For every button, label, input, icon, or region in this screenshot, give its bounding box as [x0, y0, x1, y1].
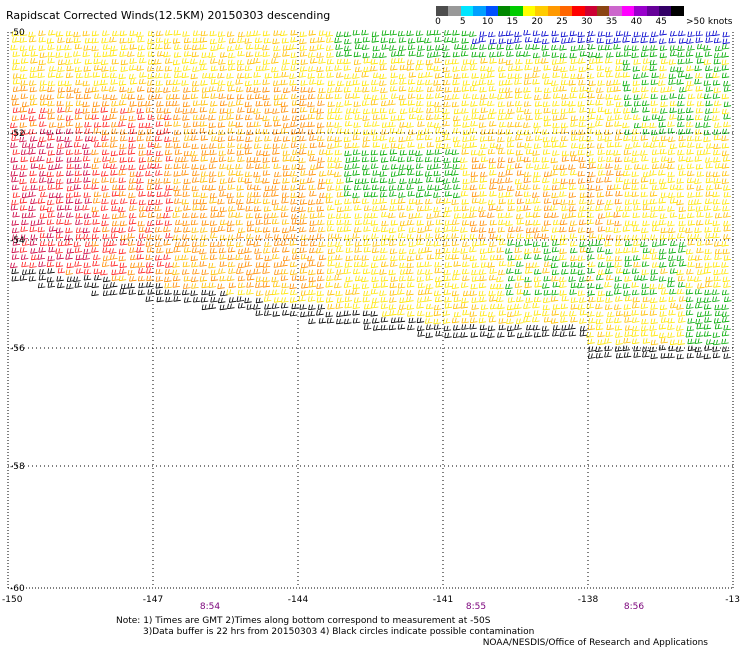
lon-label: -141	[433, 595, 453, 605]
legend-swatch	[597, 6, 610, 16]
legend-label: >50 knots	[686, 17, 733, 27]
legend-swatch	[572, 6, 585, 16]
legend-swatch	[559, 6, 573, 16]
wind-barb-group	[10, 128, 93, 269]
legend-label: 0	[435, 17, 441, 27]
footnotes: Note: 1) Times are GMT 2)Times along bot…	[116, 616, 534, 638]
legend-swatch	[547, 6, 560, 16]
legend-label: 35	[605, 17, 618, 27]
legend-swatch	[584, 6, 598, 16]
lon-label: -138	[578, 595, 599, 605]
wind-barb-group	[10, 107, 174, 276]
legend-swatch	[473, 6, 486, 16]
lat-label: -52	[10, 129, 25, 139]
footnote-line-1: Note: 1) Times are GMT 2)Times along bot…	[116, 616, 491, 626]
legend-swatch	[522, 6, 536, 16]
axis-labels: -50 -52 -54 -56 -58 -60-150 -147 -144 -141 -138 -1…	[2, 28, 740, 612]
legend-swatch	[646, 6, 660, 16]
legend-label: 20	[531, 17, 543, 27]
legend-swatch	[436, 6, 449, 16]
wind-speed-legend: 0 5 10 15 20 25 30 35 40 45 >50 knots	[435, 6, 733, 28]
lat-lon-grid	[7, 32, 734, 589]
wind-barb-group	[12, 30, 731, 346]
lon-label: -150	[2, 595, 23, 605]
legend-color-bar	[436, 6, 684, 16]
legend-label: 25	[556, 17, 568, 27]
time-label: 8:56	[624, 602, 644, 612]
map-title: Rapidscat Corrected Winds(12.5KM) 201503…	[6, 9, 331, 22]
legend-labels: 0 5 10 15 20 25 30 35 40 45 >50 knots	[435, 16, 732, 28]
lon-label: -147	[143, 595, 163, 605]
legend-swatch	[634, 6, 647, 16]
wind-barb-group	[472, 30, 730, 45]
legend-swatch	[621, 6, 635, 16]
footnote-line-2: 3)Data buffer is 22 hrs from 20150303 4)…	[143, 627, 535, 637]
credit-line: NOAA/NESDIS/Office of Research and Appli…	[482, 638, 708, 648]
legend-swatch	[609, 6, 622, 16]
wind-barb-group	[11, 85, 624, 290]
legend-swatch	[535, 6, 548, 16]
legend-label: 40	[630, 17, 643, 27]
legend-swatch	[460, 6, 474, 16]
lat-label: -60	[10, 584, 25, 594]
lat-label: -50	[10, 28, 25, 38]
lat-label: -54	[10, 236, 25, 246]
lat-label: -56	[10, 344, 25, 354]
wind-barb-group	[11, 268, 731, 360]
legend-label: 5	[459, 17, 466, 27]
legend-label: 30	[581, 17, 593, 27]
time-label: 8:55	[466, 602, 486, 612]
time-label: 8:54	[200, 602, 220, 612]
wind-barb-group	[10, 30, 732, 346]
legend-swatch	[659, 6, 672, 16]
legend-label: 10	[481, 17, 494, 27]
legend-swatch	[497, 6, 511, 16]
legend-swatch	[448, 6, 461, 16]
lon-label: -13	[725, 595, 740, 605]
lat-label: -58	[10, 462, 25, 472]
lon-label: -144	[288, 595, 309, 605]
legend-label: 45	[655, 17, 667, 27]
legend-label: 15	[506, 17, 519, 27]
legend-swatch	[510, 6, 523, 16]
legend-swatch	[671, 6, 684, 16]
legend-swatch	[485, 6, 498, 16]
wind-barbs-layer	[10, 29, 732, 360]
